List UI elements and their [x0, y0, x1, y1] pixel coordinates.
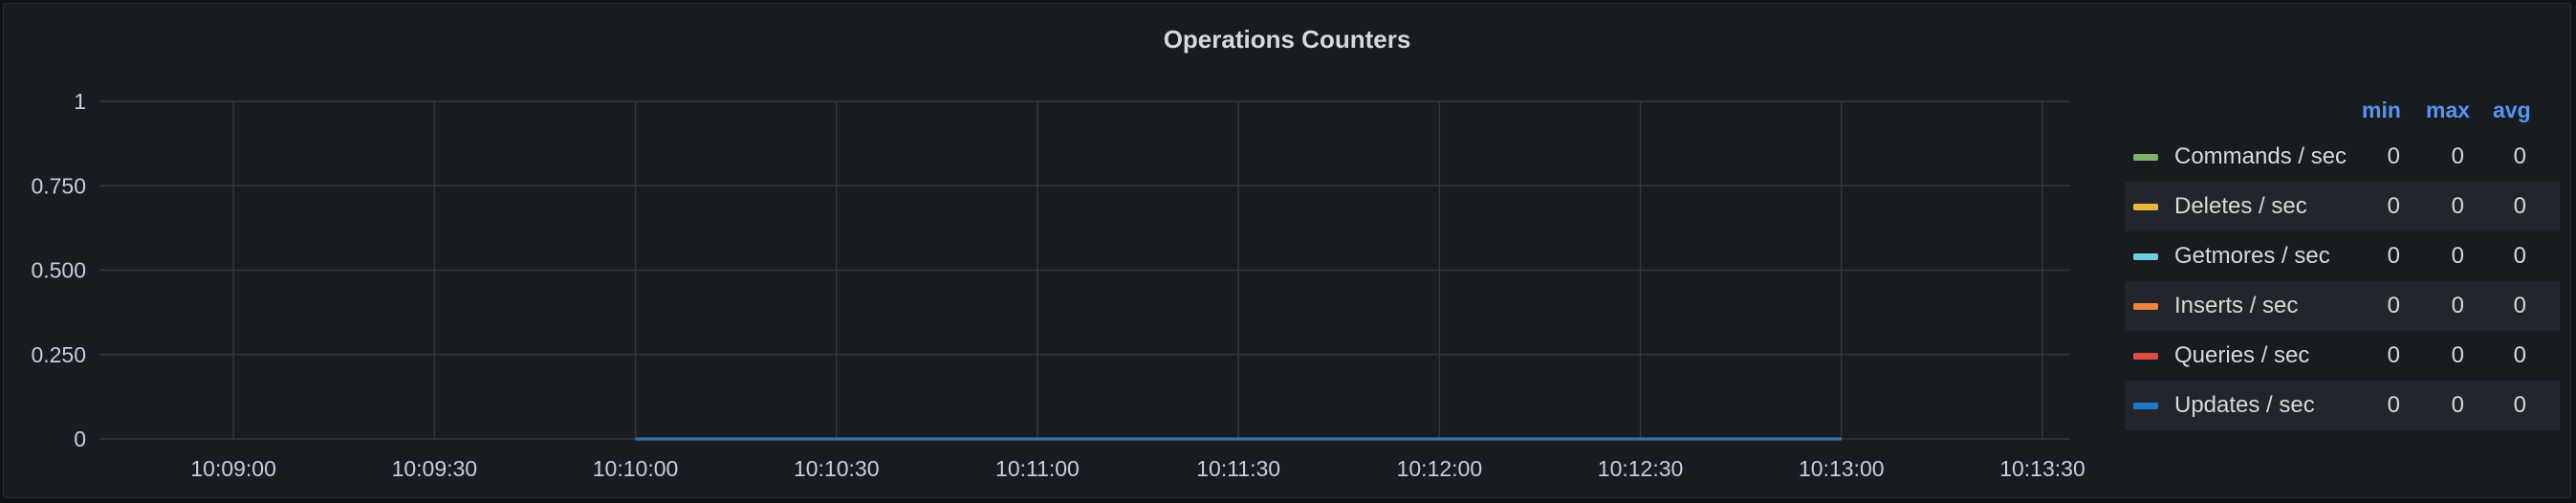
x-axis-ticks: 10:09:00 10:09:30 10:10:00 10:10:30 10:11:00…: [190, 456, 2085, 481]
x-tick-label: 10:12:00: [1397, 456, 1483, 481]
legend-series-name[interactable]: Updates / sec: [2174, 392, 2315, 418]
operations-counters-panel: Operations Counters 1 0.750 0.500 0.250 0 10…: [3, 3, 2571, 498]
x-tick-label: 10:09:30: [392, 456, 478, 481]
legend-avg-value: 0: [2513, 243, 2526, 269]
x-tick-label: 10:09:00: [190, 456, 276, 481]
y-tick-label: 0.250: [31, 342, 86, 367]
x-tick-label: 10:10:00: [593, 456, 679, 481]
x-tick-label: 10:12:30: [1598, 456, 1684, 481]
x-tick-label: 10:13:30: [1999, 456, 2085, 481]
legend-color-swatch[interactable]: [2133, 353, 2158, 360]
legend-max-value: 0: [2451, 143, 2464, 169]
legend-rows: Commands / sec 0 0 0 Deletes / sec 0 0 0 Getmore…: [2125, 132, 2560, 430]
y-tick-label: 0.750: [31, 173, 86, 198]
legend-min-value: 0: [2387, 243, 2400, 269]
legend-avg-value: 0: [2513, 193, 2526, 219]
x-tick-label: 10:10:30: [794, 456, 880, 481]
y-tick-label: 1: [74, 89, 86, 114]
legend-max-value: 0: [2451, 193, 2464, 219]
legend-color-swatch[interactable]: [2133, 403, 2158, 409]
legend-color-swatch[interactable]: [2133, 253, 2158, 260]
legend-col-avg[interactable]: avg: [2493, 98, 2531, 122]
legend-header: min max avg: [2125, 98, 2560, 132]
legend-max-value: 0: [2451, 243, 2464, 269]
x-tick-label: 10:11:00: [995, 456, 1080, 481]
legend-avg-value: 0: [2513, 293, 2526, 318]
legend-series-name[interactable]: Inserts / sec: [2174, 293, 2299, 318]
legend-min-value: 0: [2387, 293, 2400, 318]
legend-color-swatch[interactable]: [2133, 154, 2158, 161]
legend-min-value: 0: [2387, 342, 2400, 368]
legend-min-value: 0: [2387, 193, 2400, 219]
legend-color-swatch[interactable]: [2133, 303, 2158, 310]
time-series-plot[interactable]: 1 0.750 0.500 0.250 0 10:09:00 10:09:30 10:10:…: [4, 4, 2117, 499]
x-tick-label: 10:11:30: [1196, 456, 1280, 481]
legend-item[interactable]: Updates / sec 0 0 0: [2125, 381, 2560, 430]
x-tick-label: 10:13:00: [1799, 456, 1885, 481]
legend-avg-value: 0: [2513, 342, 2526, 368]
legend-item[interactable]: Deletes / sec 0 0 0: [2125, 182, 2560, 231]
legend-item[interactable]: Commands / sec 0 0 0: [2125, 132, 2560, 182]
grid-lines: [99, 100, 2069, 440]
legend-min-value: 0: [2387, 143, 2400, 169]
legend-avg-value: 0: [2513, 392, 2526, 418]
legend-item[interactable]: Getmores / sec 0 0 0: [2125, 231, 2560, 281]
legend-col-max[interactable]: max: [2426, 98, 2471, 122]
legend-item[interactable]: Queries / sec 0 0 0: [2125, 331, 2560, 381]
legend-avg-value: 0: [2513, 143, 2526, 169]
legend-color-swatch[interactable]: [2133, 204, 2158, 210]
panel-title[interactable]: Operations Counters: [1163, 25, 1411, 54]
legend-series-name[interactable]: Commands / sec: [2174, 143, 2347, 169]
legend-max-value: 0: [2451, 392, 2464, 418]
legend-series-name[interactable]: Getmores / sec: [2174, 243, 2330, 269]
legend-max-value: 0: [2451, 293, 2464, 318]
legend-max-value: 0: [2451, 342, 2464, 368]
y-tick-label: 0.500: [31, 258, 86, 283]
y-axis-ticks: 1 0.750 0.500 0.250 0: [31, 89, 86, 451]
legend: min max avg Commands / sec 0 0 0 Deletes / s…: [2125, 98, 2560, 430]
y-tick-label: 0: [74, 426, 86, 451]
legend-item[interactable]: Inserts / sec 0 0 0: [2125, 281, 2560, 331]
legend-min-value: 0: [2387, 392, 2400, 418]
legend-series-name[interactable]: Queries / sec: [2174, 342, 2310, 368]
legend-col-min[interactable]: min: [2362, 98, 2401, 122]
legend-series-name[interactable]: Deletes / sec: [2174, 193, 2307, 219]
